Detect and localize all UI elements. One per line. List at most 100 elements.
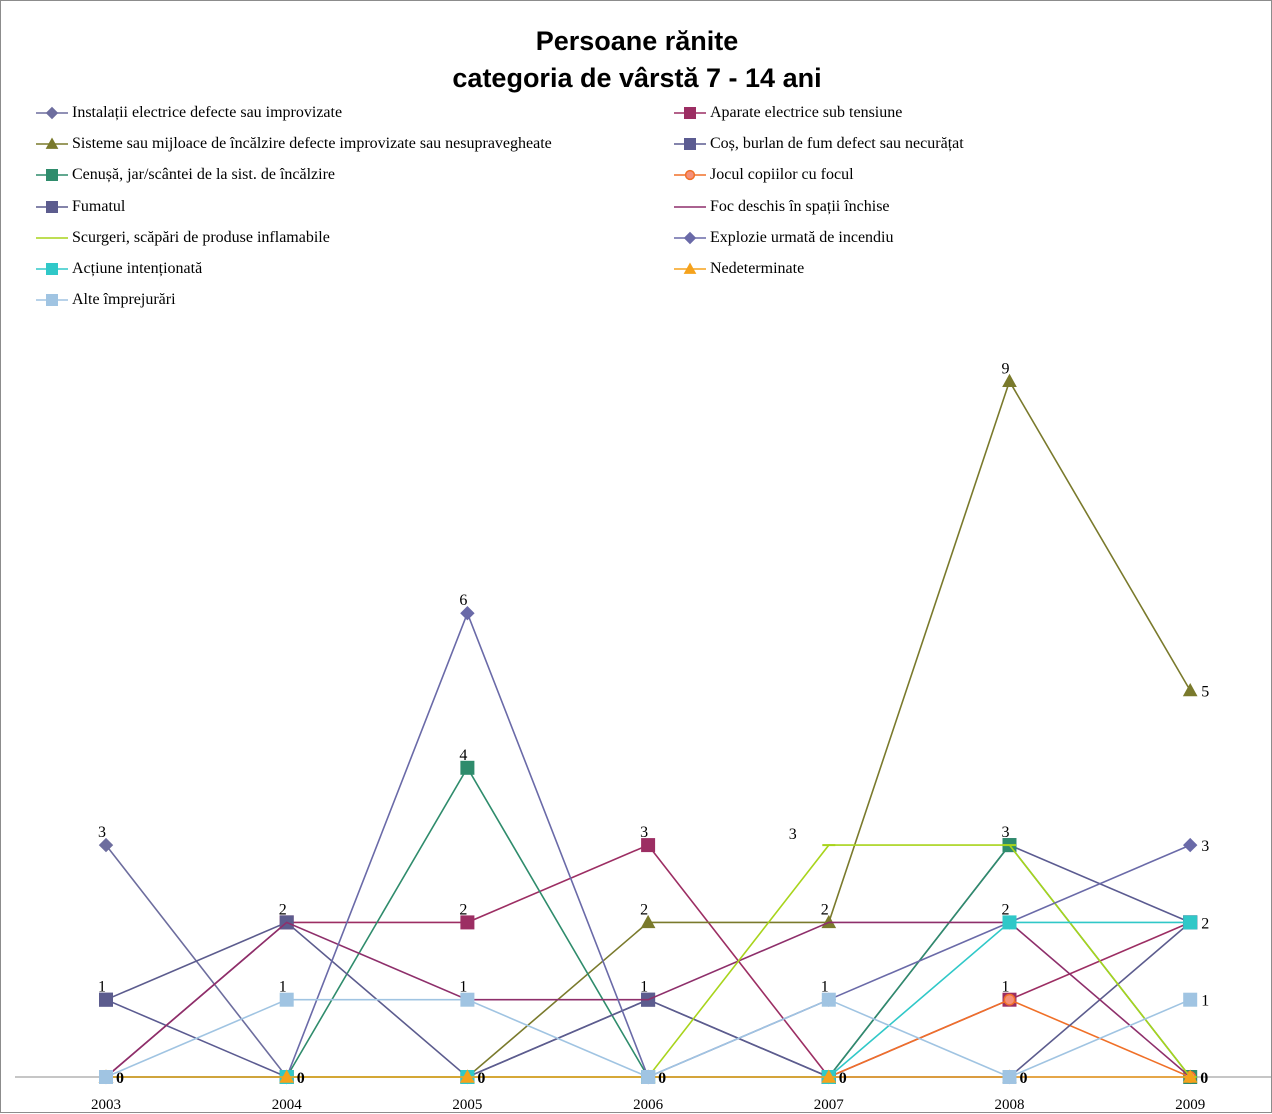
- legend-label-cenusa-jar-scantei-de-la-sist-de-incalzire: Cenușă, jar/scântei de la sist. de încăl…: [72, 166, 336, 184]
- legend-label-sisteme-sau-mijloace-de-incalzire-defecte-improvizate-sau-nesupravegheate: Sisteme sau mijloace de încălzire defect…: [72, 134, 552, 152]
- series-alte-imprejurari: [99, 992, 1198, 1084]
- legend-key-instalatii-electrice-defecte-sau-improvizate: [36, 106, 68, 119]
- data-label-2004-0: 0: [297, 1070, 305, 1087]
- data-label-2009-0: 0: [1200, 1070, 1208, 1087]
- point-explozie-urmata-de-incendiu-2005: [460, 605, 475, 621]
- legend-key-alte-imprejurari: [36, 294, 68, 307]
- legend-label-jocul-copiilor-cu-focul: Jocul copiilor cu focul: [710, 166, 854, 184]
- legend-item-aparate-electrice-sub-tensiune: Aparate electrice sub tensiune: [673, 97, 1133, 128]
- series-line-scurgeri-scapari-de-produse-inflamabile: [106, 844, 1191, 1078]
- point-alte-imprejurari-2003: [99, 1070, 113, 1084]
- point-jocul-copiilor-cu-focul-2008: [1003, 993, 1016, 1006]
- chart-title-line-2: categoria de vârstă 7 - 14 ani: [452, 63, 822, 93]
- data-label-2005-6: 6: [459, 592, 467, 609]
- point-aparate-electrice-sub-tensiune-2006: [641, 838, 656, 853]
- legend-label-alte-imprejurari: Alte împrejurări: [72, 291, 176, 309]
- legend-label-scurgeri-scapari-de-produse-inflamabile: Scurgeri, scăpări de produse inflamabile: [72, 228, 330, 246]
- point-actiune-intentionata-2008: [1002, 915, 1017, 930]
- point-sisteme-sau-mijloace-de-incalzire-defecte-improvizate-sau-nesupravegheate-2009: [1182, 682, 1198, 697]
- data-label-2006-3: 3: [640, 824, 648, 841]
- legend-item-explozie-urmata-de-incendiu: Explozie urmată de incendiu: [673, 222, 1133, 253]
- point-instalatii-electrice-defecte-sau-improvizate-2003: [98, 837, 114, 853]
- data-label-2008-3: 3: [1002, 824, 1010, 841]
- data-label-2009-5: 5: [1201, 684, 1209, 701]
- legend-key-cos-burlan-de-fum-defect-sau-necuratat: [674, 137, 706, 150]
- data-label-2009-2: 2: [1201, 915, 1209, 932]
- legend-item-foc-deschis-in-spatii-inchise: Foc deschis în spații închise: [673, 191, 1133, 222]
- x-tick-label-2008: 2008: [995, 1097, 1025, 1113]
- series-line-instalatii-electrice-defecte-sau-improvizate: [105, 844, 1191, 1078]
- point-alte-imprejurari-2005: [460, 992, 475, 1007]
- data-label-2007-0: 0: [839, 1070, 847, 1087]
- legend: Instalații electrice defecte sau improvi…: [35, 97, 1155, 316]
- data-label-2003-0: 0: [116, 1070, 124, 1087]
- x-tick-label-2005: 2005: [452, 1097, 482, 1113]
- legend-key-scurgeri-scapari-de-produse-inflamabile: [36, 237, 68, 239]
- point-cenusa-jar-scantei-de-la-sist-de-incalzire-2005: [460, 760, 475, 775]
- data-label-2003-3: 3: [98, 824, 106, 841]
- legend-item-cenusa-jar-scantei-de-la-sist-de-incalzire: Cenușă, jar/scântei de la sist. de încăl…: [35, 160, 673, 191]
- legend-key-explozie-urmata-de-incendiu: [674, 231, 706, 245]
- data-label-2005-0: 0: [477, 1070, 485, 1087]
- data-label-2007-1: 1: [821, 979, 829, 996]
- legend-key-aparate-electrice-sub-tensiune: [674, 106, 706, 119]
- data-label-2009-3: 3: [1201, 838, 1209, 855]
- legend-label-cos-burlan-de-fum-defect-sau-necuratat: Coș, burlan de fum defect sau necurățat: [710, 134, 964, 152]
- x-tick-label-2006: 2006: [633, 1097, 664, 1113]
- legend-item-nedeterminate: Nedeterminate: [673, 253, 1133, 284]
- legend-label-foc-deschis-in-spatii-inchise: Foc deschis în spații închise: [710, 197, 890, 215]
- data-label-2007-2: 2: [821, 901, 829, 918]
- point-actiune-intentionata-2009: [1183, 915, 1198, 930]
- series-scurgeri-scapari-de-produse-inflamabile: [99, 844, 1197, 1078]
- data-label-2004-2: 2: [279, 901, 287, 918]
- data-label-2005-1: 1: [459, 979, 467, 996]
- series-line-cos-burlan-de-fum-defect-sau-necuratat: [105, 844, 1191, 1078]
- data-label-2006-2: 2: [640, 901, 648, 918]
- legend-label-actiune-intentionata: Acțiune intenționată: [72, 260, 203, 278]
- data-label-2007-3: 3: [789, 826, 797, 843]
- data-label-2008-1: 1: [1002, 979, 1010, 996]
- data-label-2005-2: 2: [459, 901, 467, 918]
- series-line-aparate-electrice-sub-tensiune: [105, 844, 1191, 1078]
- point-nedeterminate-2005: [460, 1069, 475, 1083]
- legend-key-nedeterminate: [674, 262, 706, 275]
- legend-item-cos-burlan-de-fum-defect-sau-necuratat: Coș, burlan de fum defect sau necurățat: [673, 128, 1133, 159]
- point-alte-imprejurari-2009: [1183, 992, 1198, 1007]
- data-label-2008-9: 9: [1002, 360, 1010, 377]
- x-tick-label-2009: 2009: [1175, 1097, 1205, 1113]
- point-sisteme-sau-mijloace-de-incalzire-defecte-improvizate-sau-nesupravegheate-2008: [1002, 373, 1017, 387]
- chart-title-line-1: Persoane rănite: [535, 26, 739, 56]
- data-label-2005-4: 4: [459, 747, 467, 764]
- legend-key-fumatul: [36, 200, 68, 213]
- point-fumatul-2003: [99, 992, 113, 1007]
- series-sisteme-sau-mijloace-de-incalzire-defecte-improvizate-sau-nesupravegheate: [98, 373, 1198, 1083]
- point-alte-imprejurari-2007: [821, 992, 836, 1007]
- legend-key-sisteme-sau-mijloace-de-incalzire-defecte-improvizate-sau-nesupravegheate: [36, 137, 68, 149]
- point-nedeterminate-2009: [1182, 1069, 1198, 1083]
- data-label-2006-1: 1: [640, 979, 648, 996]
- x-tick-label-2003: 2003: [91, 1097, 121, 1113]
- legend-label-explozie-urmata-de-incendiu: Explozie urmată de incendiu: [710, 228, 894, 246]
- point-nedeterminate-2004: [279, 1069, 295, 1083]
- legend-item-fumatul: Fumatul: [35, 191, 673, 222]
- legend-key-jocul-copiilor-cu-focul: [674, 170, 706, 181]
- legend-label-aparate-electrice-sub-tensiune: Aparate electrice sub tensiune: [710, 103, 903, 121]
- legend-key-foc-deschis-in-spatii-inchise: [674, 205, 706, 208]
- data-label-2008-2: 2: [1002, 901, 1010, 918]
- series-jocul-copiilor-cu-focul: [100, 993, 1197, 1083]
- point-alte-imprejurari-2004: [279, 992, 294, 1007]
- legend-label-nedeterminate: Nedeterminate: [710, 260, 805, 278]
- legend-label-fumatul: Fumatul: [72, 197, 126, 215]
- x-tick-label-2004: 2004: [272, 1097, 303, 1113]
- legend-item-actiune-intentionata: Acțiune intenționată: [35, 253, 673, 284]
- x-tick-label-2007: 2007: [814, 1097, 845, 1113]
- legend-item-jocul-copiilor-cu-focul: Jocul copiilor cu focul: [673, 160, 1133, 191]
- data-label-2009-1: 1: [1201, 993, 1209, 1010]
- legend-key-actiune-intentionata: [36, 263, 68, 276]
- data-label-2003-1: 1: [98, 979, 106, 996]
- series-line-sisteme-sau-mijloace-de-incalzire-defecte-improvizate-sau-nesupravegheate: [106, 379, 1191, 1078]
- data-label-2008-0: 0: [1020, 1070, 1028, 1087]
- data-label-2004-1: 1: [279, 979, 287, 996]
